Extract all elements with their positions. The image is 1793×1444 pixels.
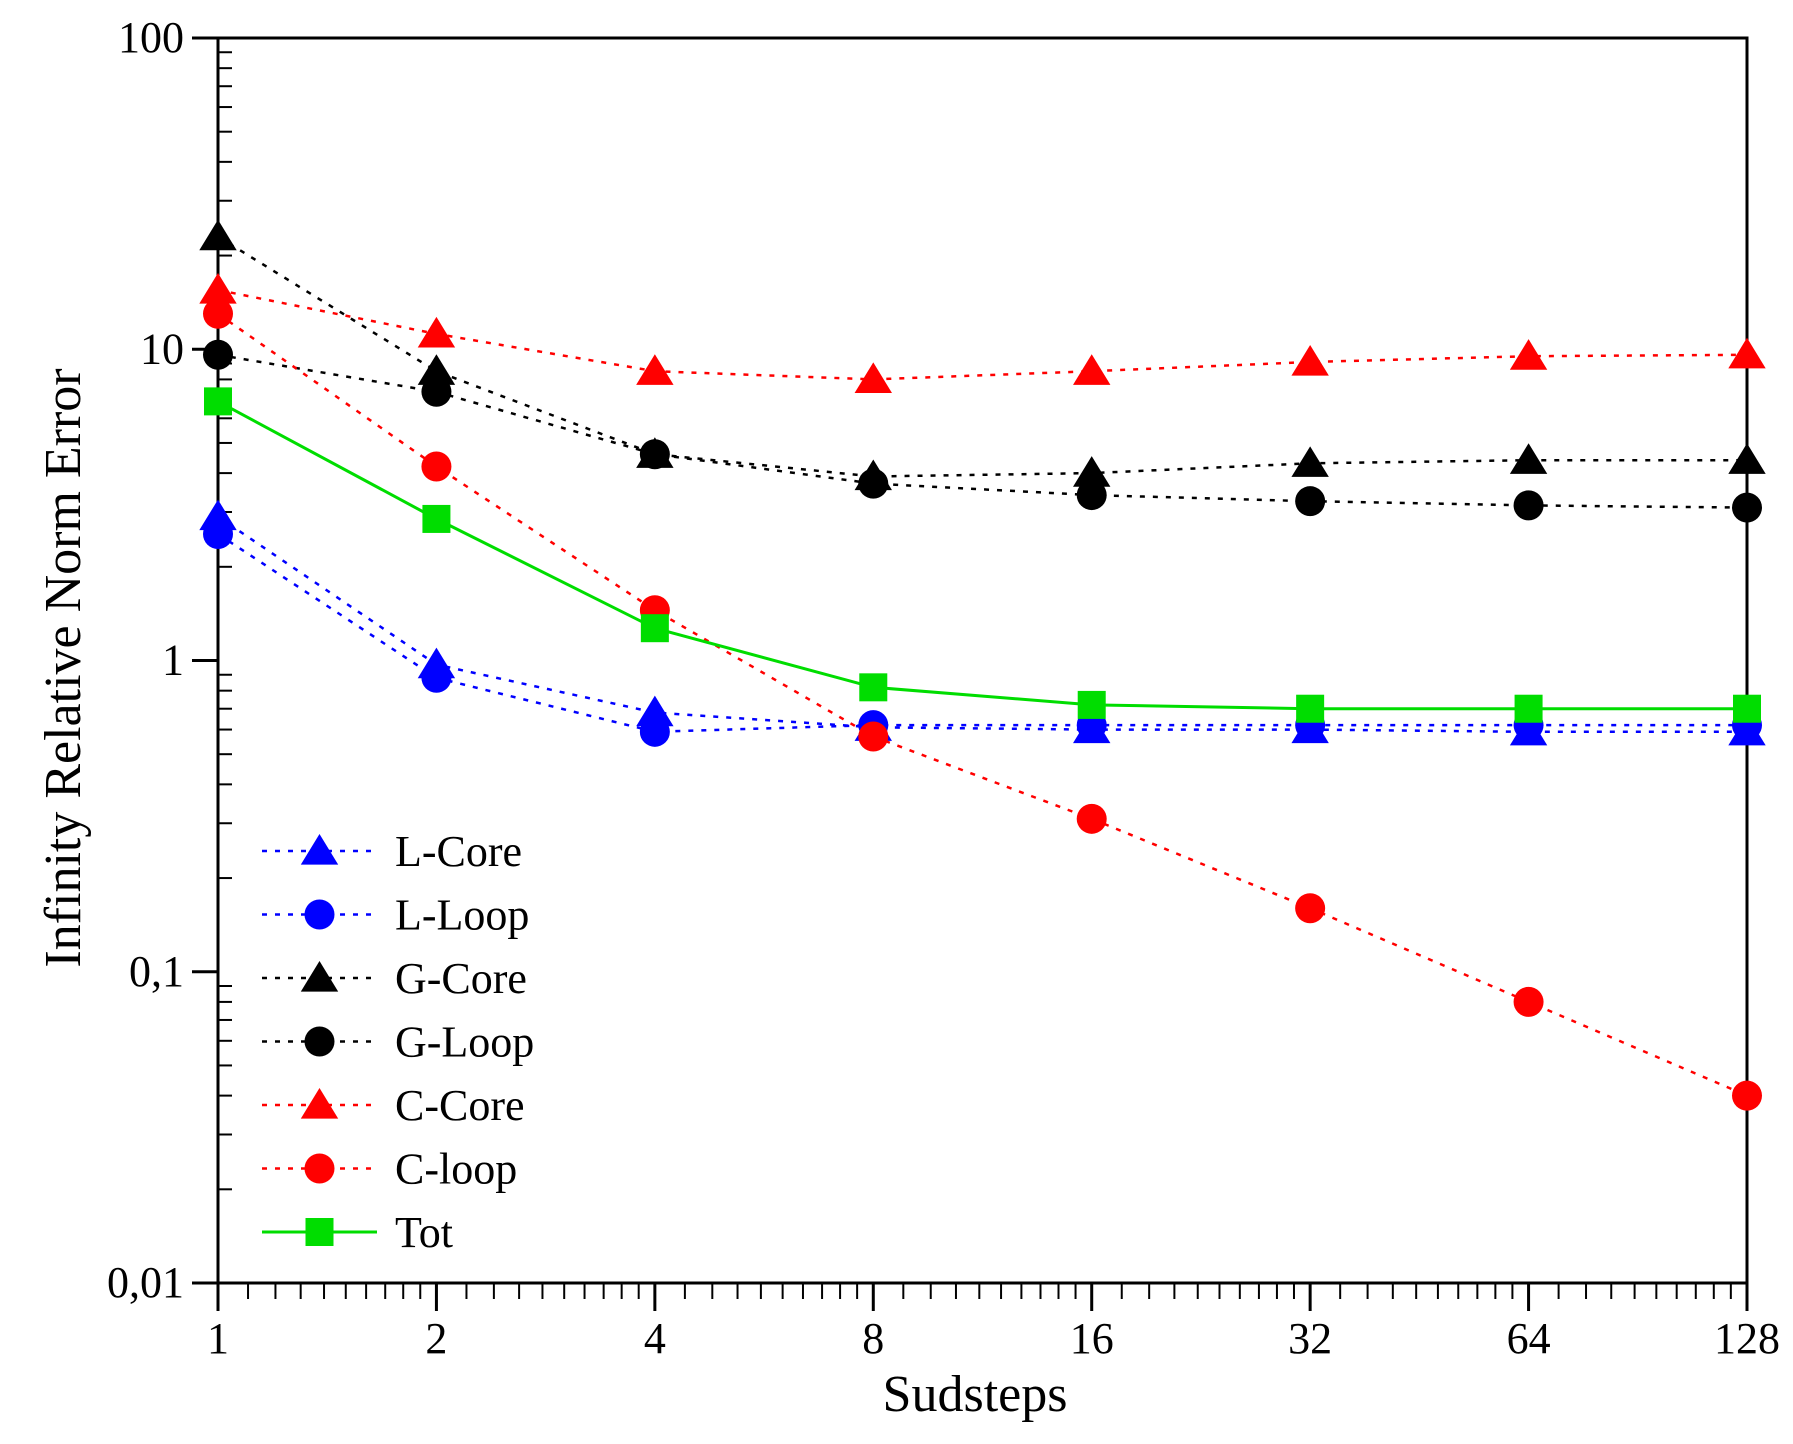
- x-tick-label: 32: [1288, 1314, 1332, 1363]
- legend-item-tot: Tot: [262, 1208, 453, 1257]
- data-point-tot: [859, 673, 888, 702]
- data-point-c-core: [636, 354, 674, 385]
- data-point-g-loop: [1513, 490, 1544, 521]
- data-point-c-loop: [858, 721, 889, 752]
- x-tick-label: 64: [1507, 1314, 1551, 1363]
- data-point-l-core: [636, 695, 674, 727]
- data-point-c-loop: [1295, 893, 1326, 924]
- data-point-g-core: [1728, 443, 1766, 474]
- legend-label-l-core: L-Core: [395, 827, 522, 876]
- legend-item-l-loop: L-Loop: [262, 891, 529, 940]
- data-point-c-loop: [1513, 986, 1544, 1017]
- y-tick-label: 100: [118, 13, 184, 62]
- x-tick-label: 16: [1070, 1314, 1114, 1363]
- data-point-c-core: [1509, 339, 1548, 370]
- legend-item-c-core: C-Core: [262, 1081, 525, 1130]
- legend-item-l-core: L-Core: [262, 827, 522, 876]
- data-point-tot: [1296, 694, 1325, 723]
- legend: L-Core L-Loop G-Core G-Loop C-Core C-loop Tot: [262, 827, 534, 1257]
- series-line-c-loop: [217, 312, 1748, 1097]
- series-line-g-loop: [217, 353, 1748, 509]
- legend-marker-g-core: [300, 961, 339, 992]
- data-point-tot: [1077, 690, 1106, 719]
- data-point-c-core: [1291, 344, 1329, 376]
- series-group: [199, 219, 1766, 1111]
- legend-marker-c-core: [300, 1088, 339, 1119]
- data-point-tot: [1733, 694, 1761, 723]
- legend-item-g-loop: G-Loop: [262, 1018, 534, 1067]
- legend-label-tot: Tot: [395, 1208, 453, 1257]
- x-tick-label: 128: [1714, 1314, 1780, 1363]
- data-point-c-core: [1073, 354, 1111, 385]
- data-point-g-loop: [421, 376, 452, 407]
- x-tick-label: 2: [425, 1314, 447, 1363]
- data-point-g-core: [417, 354, 456, 385]
- y-tick-label: 10: [140, 324, 184, 373]
- x-tick-label: 4: [644, 1314, 666, 1363]
- series-line-l-loop: [217, 532, 1747, 734]
- data-point-c-loop: [203, 298, 233, 329]
- legend-marker-c-loop: [304, 1153, 335, 1184]
- legend-label-g-loop: G-Loop: [395, 1018, 534, 1067]
- data-point-g-loop: [858, 468, 889, 499]
- y-tick-label: 1: [162, 636, 184, 685]
- data-point-tot: [422, 504, 451, 533]
- series-c-loop: [203, 298, 1762, 1111]
- x-tick-label: 1: [207, 1314, 229, 1363]
- y-tick-label: 0,1: [129, 947, 184, 996]
- legend-item-c-loop: C-loop: [262, 1145, 517, 1194]
- y-axis-title: Infinity Relative Norm Error: [35, 368, 92, 967]
- data-point-g-loop: [1076, 480, 1107, 511]
- legend-label-c-loop: C-loop: [395, 1145, 517, 1194]
- data-point-tot: [204, 387, 232, 416]
- data-point-g-loop: [1295, 486, 1326, 517]
- legend-marker-l-core: [300, 834, 339, 865]
- data-point-g-core: [1509, 443, 1548, 474]
- data-point-tot: [1514, 694, 1543, 723]
- data-point-g-loop: [203, 339, 233, 370]
- y-tick-label: 0,01: [107, 1258, 184, 1307]
- data-point-l-loop: [421, 662, 452, 693]
- data-point-c-loop: [1732, 1080, 1762, 1111]
- data-point-c-loop: [421, 451, 452, 482]
- data-point-g-core: [1291, 446, 1329, 477]
- data-point-l-loop: [639, 716, 670, 747]
- series-line-l-core: [217, 515, 1747, 734]
- data-point-g-core: [1073, 456, 1111, 487]
- legend-label-g-core: G-Core: [395, 954, 527, 1003]
- data-point-c-core: [417, 316, 456, 348]
- legend-marker-l-loop: [304, 899, 335, 930]
- data-point-g-core: [199, 219, 237, 251]
- series-tot: [204, 387, 1761, 723]
- data-point-l-loop: [203, 518, 233, 549]
- series-c-core: [199, 273, 1766, 394]
- data-point-tot: [640, 614, 669, 643]
- series-g-loop: [203, 339, 1762, 523]
- data-point-c-core: [199, 273, 237, 304]
- data-point-c-loop: [1076, 803, 1107, 834]
- data-point-c-core: [854, 362, 892, 394]
- x-tick-label: 8: [862, 1314, 884, 1363]
- data-point-g-loop: [1732, 492, 1762, 523]
- data-point-g-loop: [639, 439, 670, 470]
- x-axis-title: Sudsteps: [883, 1366, 1068, 1423]
- legend-marker-tot: [305, 1218, 334, 1246]
- series-line-tot: [217, 400, 1747, 711]
- legend-label-l-loop: L-Loop: [395, 891, 529, 940]
- axes: 0,01 0,1 1 10 100 1 2 4 8 16 32 64 128: [107, 13, 1780, 1363]
- legend-item-g-core: G-Core: [262, 954, 527, 1003]
- legend-marker-g-loop: [304, 1026, 335, 1057]
- legend-label-c-core: C-Core: [395, 1081, 525, 1130]
- data-point-c-core: [1728, 337, 1766, 369]
- series-line-g-core: [217, 235, 1747, 478]
